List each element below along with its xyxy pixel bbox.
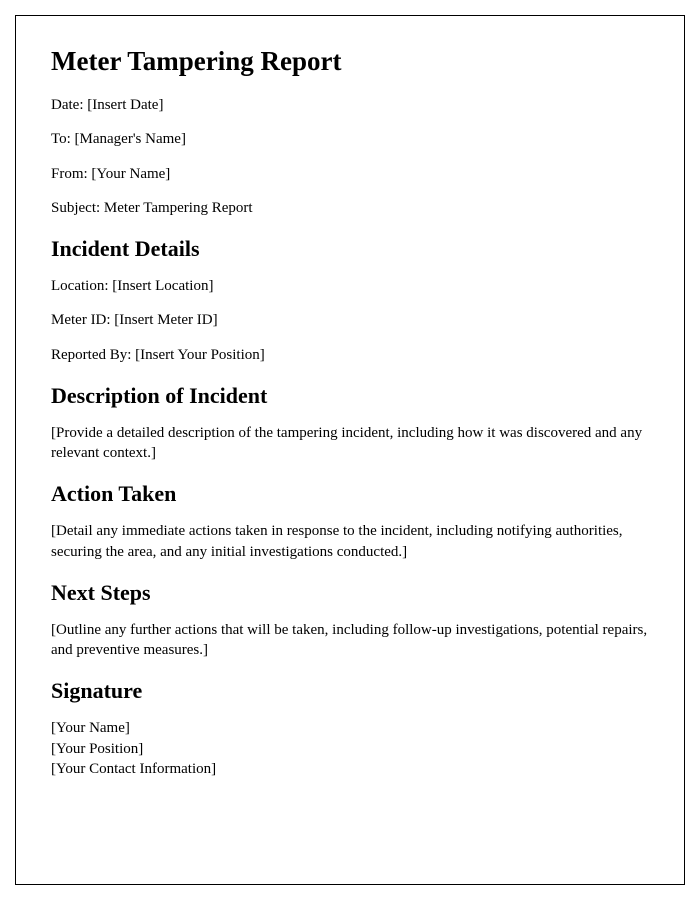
action-taken-heading: Action Taken — [51, 481, 649, 507]
action-taken-body: [Detail any immediate actions taken in r… — [51, 521, 649, 562]
next-steps-body: [Outline any further actions that will b… — [51, 620, 649, 661]
description-body: [Provide a detailed description of the t… — [51, 423, 649, 464]
signature-contact: [Your Contact Information] — [51, 759, 649, 779]
signature-name: [Your Name] — [51, 718, 649, 738]
signature-heading: Signature — [51, 678, 649, 704]
document-container: Meter Tampering Report Date: [Insert Dat… — [15, 15, 685, 885]
location-field: Location: [Insert Location] — [51, 276, 649, 296]
date-field: Date: [Insert Date] — [51, 95, 649, 115]
report-title: Meter Tampering Report — [51, 46, 649, 77]
from-field: From: [Your Name] — [51, 164, 649, 184]
next-steps-heading: Next Steps — [51, 580, 649, 606]
reported-by-field: Reported By: [Insert Your Position] — [51, 345, 649, 365]
to-field: To: [Manager's Name] — [51, 129, 649, 149]
incident-details-heading: Incident Details — [51, 236, 649, 262]
subject-field: Subject: Meter Tampering Report — [51, 198, 649, 218]
description-heading: Description of Incident — [51, 383, 649, 409]
meter-id-field: Meter ID: [Insert Meter ID] — [51, 310, 649, 330]
signature-position: [Your Position] — [51, 739, 649, 759]
